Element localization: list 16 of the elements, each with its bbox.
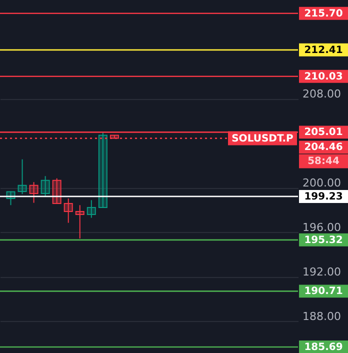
ref-line-label: 210.03 [304,71,343,82]
ref-line-label: 205.01 [304,127,343,138]
text: 58:44 [308,156,340,168]
ref-line-label: 212.41 [304,44,343,56]
ref-line-label: 185.69 [304,342,343,353]
ref-line-label: 190.71 [304,286,343,298]
y-tick-label: 188.00 [302,310,341,323]
y-tick-label: 192.00 [302,265,341,278]
ref-line-label: 199.23 [304,191,343,202]
y-tick-label: 200.00 [302,176,341,190]
annotation: SOLUSDT.P [232,133,294,144]
y-tick-label: 208.00 [302,87,341,100]
legend-label: 204.46 [304,142,343,154]
ref-line-label: 215.70 [304,8,343,20]
y-tick-label: 196.00 [302,220,341,234]
ref-line-label: 195.32 [304,234,343,246]
